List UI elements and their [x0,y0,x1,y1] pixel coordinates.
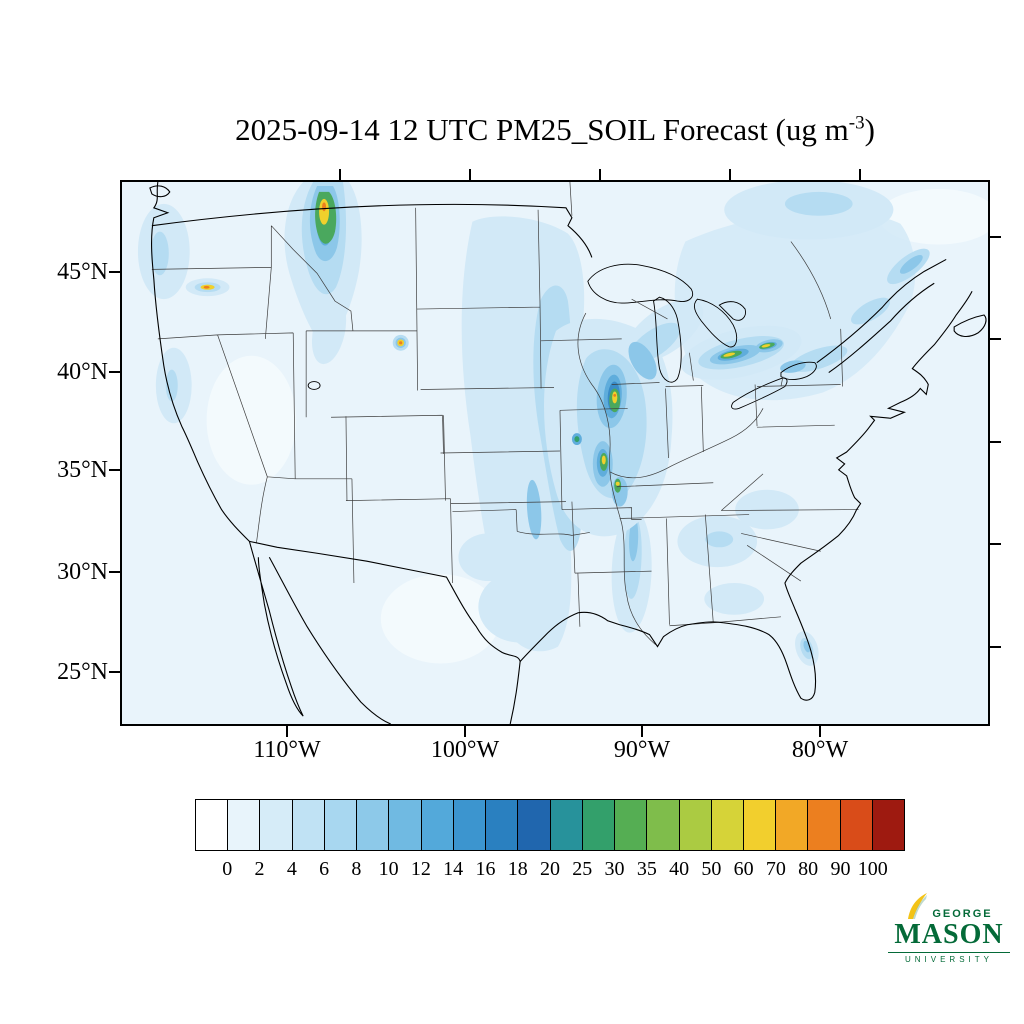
lat-tick-left [109,469,120,471]
colorbar-level-label: 14 [443,858,464,880]
colorbar-box [486,800,519,850]
colorbar-labels: 0 2 4 6 8 10 12 14 16 18 20 25 30 35 40 50 60 70 80 90 100 [195,858,905,882]
gmu-university-text: UNIVERSITY [888,952,1010,964]
lon-tick-top [339,169,341,180]
plot-title-main: 2025-09-14 12 UTC PM25_SOIL Forecast (ug… [235,112,849,147]
colorbar-level-label: 2 [254,858,265,880]
colorbar-level-label: 90 [830,858,851,880]
colorbar-level-label: 10 [378,858,399,880]
colorbar-box [808,800,841,850]
colorbar-level-label: 8 [351,858,362,880]
colorbar-box [324,800,358,850]
lat-tick-left [109,371,120,373]
lon-tick-top [469,169,471,180]
colorbar-level-label: 0 [222,858,233,880]
lat-tick-right [990,543,1001,545]
colorbar-box [679,800,712,850]
lat-label-40n: 40°N [57,359,108,385]
colorbar-level-label: 70 [765,858,786,880]
colorbar-box [260,800,293,850]
lat-tick-left [109,271,120,273]
lon-label-110w: 110°W [253,737,321,763]
lon-tick-bottom [641,726,643,737]
colorbar-level-label: 6 [319,858,330,880]
lon-tick-bottom [819,726,821,737]
colorbar [195,799,905,851]
great-lakes-outlines [307,263,817,410]
colorbar-box [196,800,229,850]
lat-label-25n: 25°N [57,659,108,685]
lat-tick-left [109,671,120,673]
coastline [149,182,987,724]
gmu-mason-text: MASON [894,919,1004,950]
colorbar-box [453,800,487,850]
map-frame [120,180,990,726]
colorbar-level-label: 20 [540,858,560,880]
lat-tick-right [990,441,1001,443]
lon-tick-bottom [286,726,288,737]
us-map-svg [137,182,988,724]
colorbar-level-label: 50 [701,858,722,880]
lat-tick-left [109,571,120,573]
plot-title-exponent: -3 [848,112,865,134]
colorbar-level-label: 4 [286,858,297,880]
pm25-field-layer [137,182,988,666]
colorbar-box [518,800,551,850]
colorbar-level-label: 100 [857,858,888,880]
lat-label-45n: 45°N [57,259,108,285]
gmu-leaf-icon [908,893,928,919]
colorbar-box [421,800,454,850]
colorbar-level-label: 35 [636,858,657,880]
colorbar-box [840,800,873,850]
colorbar-box [711,800,744,850]
colorbar-level-label: 40 [669,858,690,880]
colorbar-level-label: 30 [604,858,625,880]
gmu-logo: GEORGE MASON UNIVERSITY [888,890,1010,964]
colorbar-box [228,800,261,850]
colorbar-box [872,800,905,850]
lat-tick-right [990,338,1001,340]
colorbar-box [357,800,390,850]
gmu-george-text: GEORGE [932,908,993,920]
lon-tick-top [599,169,601,180]
plot-title: 2025-09-14 12 UTC PM25_SOIL Forecast (ug… [100,112,1010,148]
colorbar-level-label: 12 [410,858,431,880]
lat-label-35n: 35°N [57,457,108,483]
colorbar-box [743,800,777,850]
colorbar-box [550,800,583,850]
colorbar-box [615,800,648,850]
plot-title-close: ) [864,112,875,147]
colorbar-level-label: 25 [572,858,593,880]
colorbar-level-label: 80 [798,858,819,880]
colorbar-box [582,800,616,850]
colorbar-level-label: 60 [733,858,754,880]
lon-label-90w: 90°W [613,737,671,763]
lon-tick-bottom [464,726,466,737]
lat-tick-right [990,646,1001,648]
colorbar-box [292,800,325,850]
colorbar-level-label: 16 [475,858,496,880]
lat-label-30n: 30°N [57,559,108,585]
lon-tick-top [729,169,731,180]
lon-label-100w: 100°W [430,737,500,763]
lat-tick-right [990,236,1001,238]
state-borders [151,182,859,645]
colorbar-box [776,800,809,850]
colorbar-box [389,800,422,850]
lon-label-80w: 80°W [791,737,849,763]
colorbar-level-label: 18 [507,858,528,880]
colorbar-box [647,800,680,850]
lon-tick-top [859,169,861,180]
